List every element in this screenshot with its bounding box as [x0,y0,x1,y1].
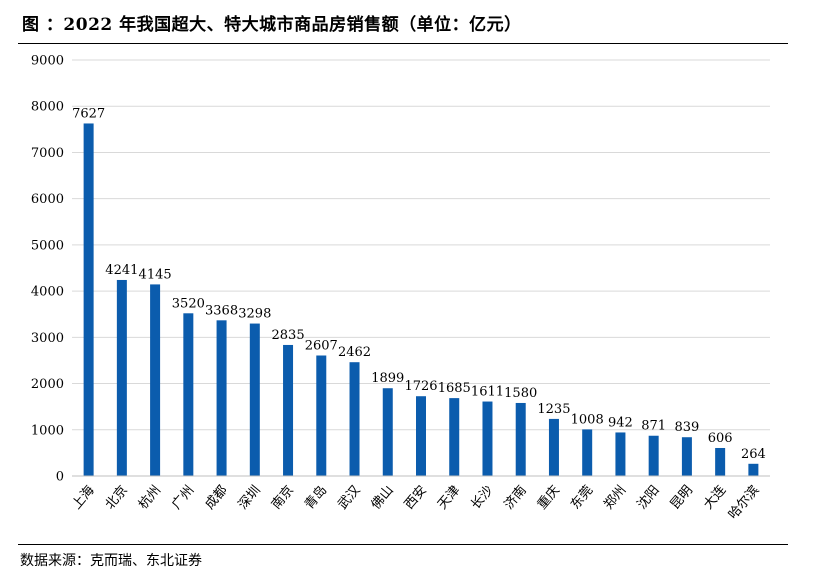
category-label: 北京 [103,483,131,513]
data-label: 839 [674,420,699,435]
data-label: 2835 [272,328,305,343]
y-tick-label: 9000 [31,54,64,69]
y-tick-label: 8000 [31,100,64,115]
category-label: 沈阳 [635,483,663,513]
data-label: 3520 [172,296,205,311]
y-tick-label: 7000 [31,146,64,161]
y-tick-label: 6000 [31,192,64,207]
y-tick-label: 2000 [31,377,64,392]
bar [183,313,194,476]
data-label: 4241 [105,263,138,278]
data-label: 3368 [205,303,238,318]
source-note: 数据来源：克而瑞、东北证券 [20,553,202,569]
bar [150,284,161,476]
data-label: 3298 [238,307,271,322]
data-label: 264 [741,447,766,462]
bar [382,388,393,476]
data-label: 1611 [471,385,504,400]
category-label: 济南 [501,482,530,512]
top-rule [18,43,788,44]
category-label: 昆明 [668,483,696,513]
category-label: 南京 [268,482,297,512]
bar [748,463,759,476]
bar [416,396,426,476]
y-tick-label: 0 [56,470,64,485]
y-tick-label: 5000 [31,238,64,253]
data-label: 4145 [139,267,172,282]
bar [681,437,692,476]
bar [216,320,227,476]
data-label: 942 [608,415,633,430]
data-label: 606 [708,431,733,446]
data-label: 871 [641,419,666,434]
category-label: 天津 [435,483,463,513]
y-tick-label: 1000 [31,423,64,438]
bar [449,398,460,476]
category-label: 重庆 [534,482,563,512]
bar [349,362,360,476]
data-label: 7627 [72,106,105,121]
bar [316,355,327,476]
bar [482,401,493,476]
bars [83,123,759,477]
data-label: 1235 [537,402,570,417]
bottom-rule [18,544,788,545]
y-tick-label: 4000 [31,285,64,300]
category-label: 青岛 [301,482,330,512]
category-label: 大连 [700,482,729,512]
category-label: 深圳 [236,483,264,513]
data-label: 1899 [371,371,404,386]
bar [582,429,593,476]
bar [615,432,626,476]
y-tick-label: 3000 [31,331,64,346]
bar [648,435,659,476]
bar [715,447,726,476]
category-label: 广州 [169,483,197,513]
category-label: 武汉 [335,483,363,513]
data-label: 1726 [404,379,437,394]
data-label: 2607 [305,338,338,353]
bar [515,402,526,476]
bar [548,418,559,476]
bar [116,279,127,476]
bar [249,323,260,476]
category-label: 西安 [402,483,430,513]
category-label: 东莞 [568,483,596,513]
category-label: 杭州 [136,483,164,513]
data-label: 2462 [338,345,371,360]
data-label: 1685 [438,381,471,396]
bar [83,123,94,477]
category-label: 上海 [69,483,97,513]
category-label: 郑州 [601,483,629,513]
category-labels: 上海 北京 杭州 广州 成都 深圳 南京 青岛 武汉 佛山 西安 天津 长沙 济南 重庆 东莞 郑州 沈阳 昆明 大连… [69,482,762,522]
category-label: 佛山 [369,483,397,513]
category-label: 长沙 [468,483,496,513]
category-label: 哈尔滨 [725,482,762,522]
chart-title: 图 ：2022 年我国超大、特大城市商品房销售额（单位：亿元） [22,15,522,35]
gridlines [72,59,770,431]
data-label: 1580 [504,386,537,401]
y-axis-ticks: 0 1000 2000 3000 4000 5000 6000 7000 8000 9000 [31,54,64,485]
category-label: 成都 [202,483,230,513]
bar [283,344,294,476]
data-label: 1008 [571,412,604,427]
